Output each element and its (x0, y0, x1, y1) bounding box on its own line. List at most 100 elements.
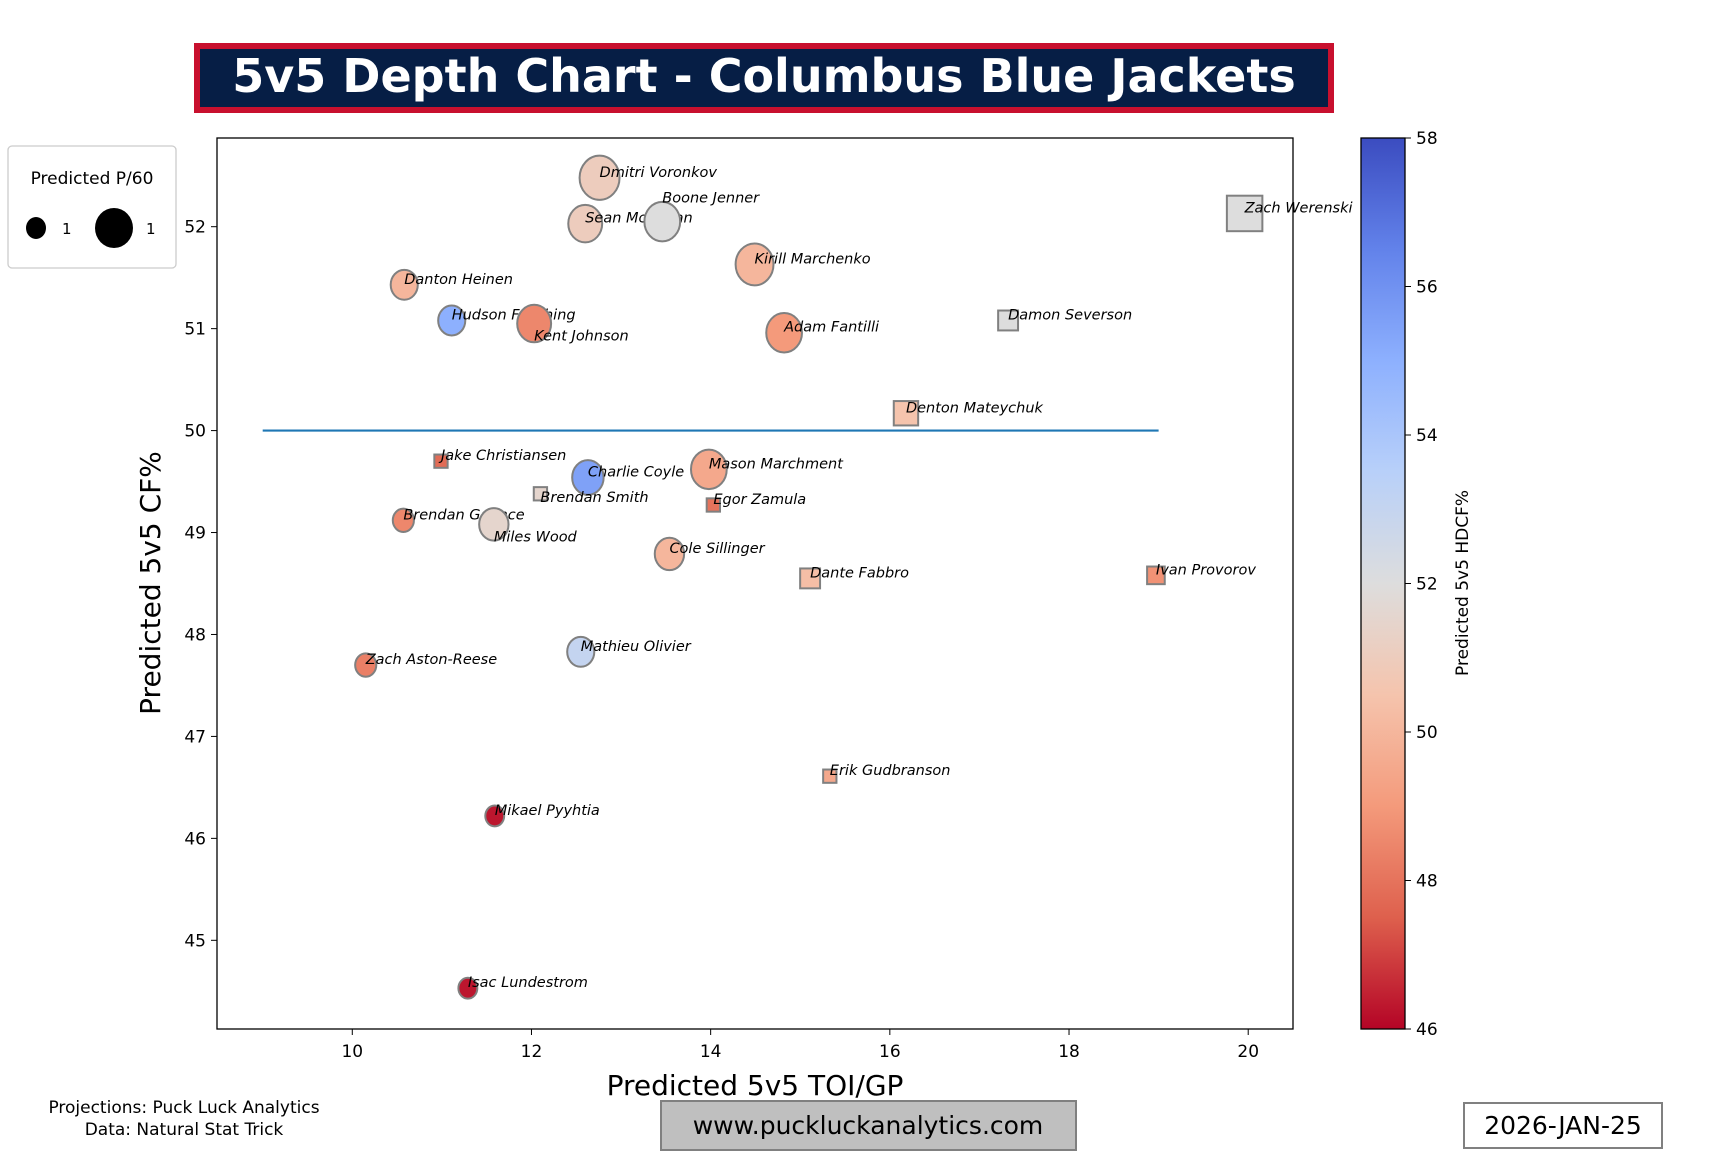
colorbar-gradient (1360, 137, 1406, 1030)
legend-marker-large (95, 208, 133, 248)
colorbar-tick-label: 48 (1416, 872, 1438, 892)
defense-marker (997, 309, 1020, 332)
forward-marker (643, 200, 682, 243)
player-label: Dmitri Voronkov (600, 165, 718, 181)
x-tick-label: 18 (1058, 1042, 1080, 1062)
forward-marker (578, 154, 621, 201)
chart-title: 5v5 Depth Chart - Columbus Blue Jackets (232, 49, 1295, 103)
player-point: Erik Gudbranson (822, 763, 951, 784)
forward-marker (354, 652, 378, 678)
player-point: Jake Christiansen (433, 448, 566, 469)
player-point: Kent Johnson (516, 303, 629, 345)
y-tick-label: 48 (184, 625, 206, 645)
title-box (194, 43, 1334, 113)
player-label: Kent Johnson (534, 329, 629, 345)
player-label: Erik Gudbranson (830, 763, 951, 779)
player-label: Egor Zamula (713, 492, 806, 508)
date-box (1463, 1102, 1663, 1149)
defense-marker (822, 768, 838, 784)
credit-projections: Projections: Puck Luck Analytics (48, 1098, 319, 1118)
colorbar-tick-label: 46 (1416, 1020, 1438, 1040)
player-label: Cole Sillinger (669, 541, 765, 557)
forward-marker (566, 635, 596, 668)
player-label: Brendan Smith (540, 490, 648, 506)
defense-marker (892, 400, 920, 427)
forward-marker (653, 536, 686, 572)
y-axis-ticks: 45 46 47 48 49 50 51 52 (184, 218, 217, 951)
player-label: Denton Mateychuk (906, 400, 1044, 416)
player-label: Hudson Fasching (452, 307, 576, 323)
colorbar-ticks: 46 48 50 52 54 56 58 (1405, 129, 1438, 1040)
defense-marker (705, 497, 721, 513)
date-stamp: 2026-JAN-25 (1484, 1111, 1642, 1140)
colorbar-tick-label: 52 (1416, 575, 1438, 595)
forward-marker (567, 203, 604, 244)
player-label: Damon Severson (1008, 307, 1132, 323)
title-banner: 5v5 Depth Chart - Columbus Blue Jackets (194, 43, 1334, 113)
player-point: Ivan Provorov (1146, 562, 1256, 586)
player-point: Cole Sillinger (653, 536, 766, 572)
player-label: Zach Aston-Reese (365, 652, 498, 668)
defense-marker (1225, 194, 1264, 233)
y-tick-label: 47 (184, 727, 206, 747)
website-link[interactable]: www.puckluckanalytics.com (693, 1111, 1044, 1140)
website-box (660, 1100, 1077, 1151)
legend-label-large: 1 (146, 220, 156, 238)
forward-marker (484, 804, 506, 828)
player-label: Mason Marchment (709, 456, 844, 472)
x-axis-label: Predicted 5v5 TOI/GP (607, 1069, 904, 1102)
forward-marker (478, 507, 510, 542)
colorbar-tick-label: 50 (1416, 723, 1438, 743)
player-point: Miles Wood (478, 507, 578, 545)
player-point: Zach Werenski (1225, 194, 1353, 233)
forward-marker (516, 303, 553, 344)
defense-marker (799, 567, 822, 590)
colorbar: 46 48 50 52 54 56 58 Predicted 5v5 HDCF% (1360, 129, 1473, 1040)
player-point: Brendan Smith (532, 486, 649, 506)
player-point: Boone Jenner (643, 191, 760, 243)
player-point: Damon Severson (997, 307, 1132, 332)
legend-title: Predicted P/60 (31, 169, 154, 189)
credit-data: Data: Natural Stat Trick (85, 1120, 284, 1140)
defense-marker (433, 453, 449, 469)
player-point: Mikael Pyyhtia (484, 803, 600, 828)
player-point: Adam Fantilli (765, 311, 879, 354)
y-tick-label: 49 (184, 524, 206, 544)
player-point: Kirill Marchenko (734, 242, 871, 287)
player-point: Zach Aston-Reese (354, 652, 498, 678)
x-tick-label: 14 (700, 1042, 722, 1062)
player-point: Dmitri Voronkov (578, 154, 718, 201)
player-point: Isac Lundestrom (457, 975, 588, 1000)
player-label: Mathieu Olivier (581, 639, 692, 655)
player-label: Mikael Pyyhtia (495, 803, 600, 819)
player-label: Adam Fantilli (783, 320, 879, 336)
player-point: Egor Zamula (705, 492, 806, 513)
player-label: Jake Christiansen (438, 448, 566, 464)
legend-label-small: 1 (62, 220, 72, 238)
player-point: Mathieu Olivier (566, 635, 692, 668)
player-label: Danton Heinen (404, 272, 513, 288)
player-point: Danton Heinen (389, 268, 513, 301)
defense-marker (1146, 565, 1166, 586)
forward-marker (689, 448, 728, 491)
player-point: Denton Mateychuk (892, 400, 1044, 427)
forward-marker (734, 242, 775, 287)
x-axis-ticks: 10 12 14 16 18 20 (341, 1029, 1259, 1062)
x-tick-label: 10 (341, 1042, 363, 1062)
player-label: Charlie Coyle (588, 464, 684, 480)
player-label: Miles Wood (494, 529, 578, 545)
colorbar-tick-label: 54 (1416, 426, 1438, 446)
defense-marker (532, 486, 549, 502)
player-point: Dante Fabbro (799, 565, 909, 590)
player-point: Mason Marchment (689, 448, 844, 491)
player-label: Isac Lundestrom (468, 975, 588, 991)
player-label: Kirill Marchenko (755, 251, 871, 267)
player-label: Dante Fabbro (810, 565, 909, 581)
player-label: Boone Jenner (662, 191, 760, 207)
forward-marker (765, 311, 803, 354)
x-tick-label: 12 (521, 1042, 543, 1062)
forward-marker (457, 976, 479, 1000)
x-tick-label: 20 (1237, 1042, 1259, 1062)
